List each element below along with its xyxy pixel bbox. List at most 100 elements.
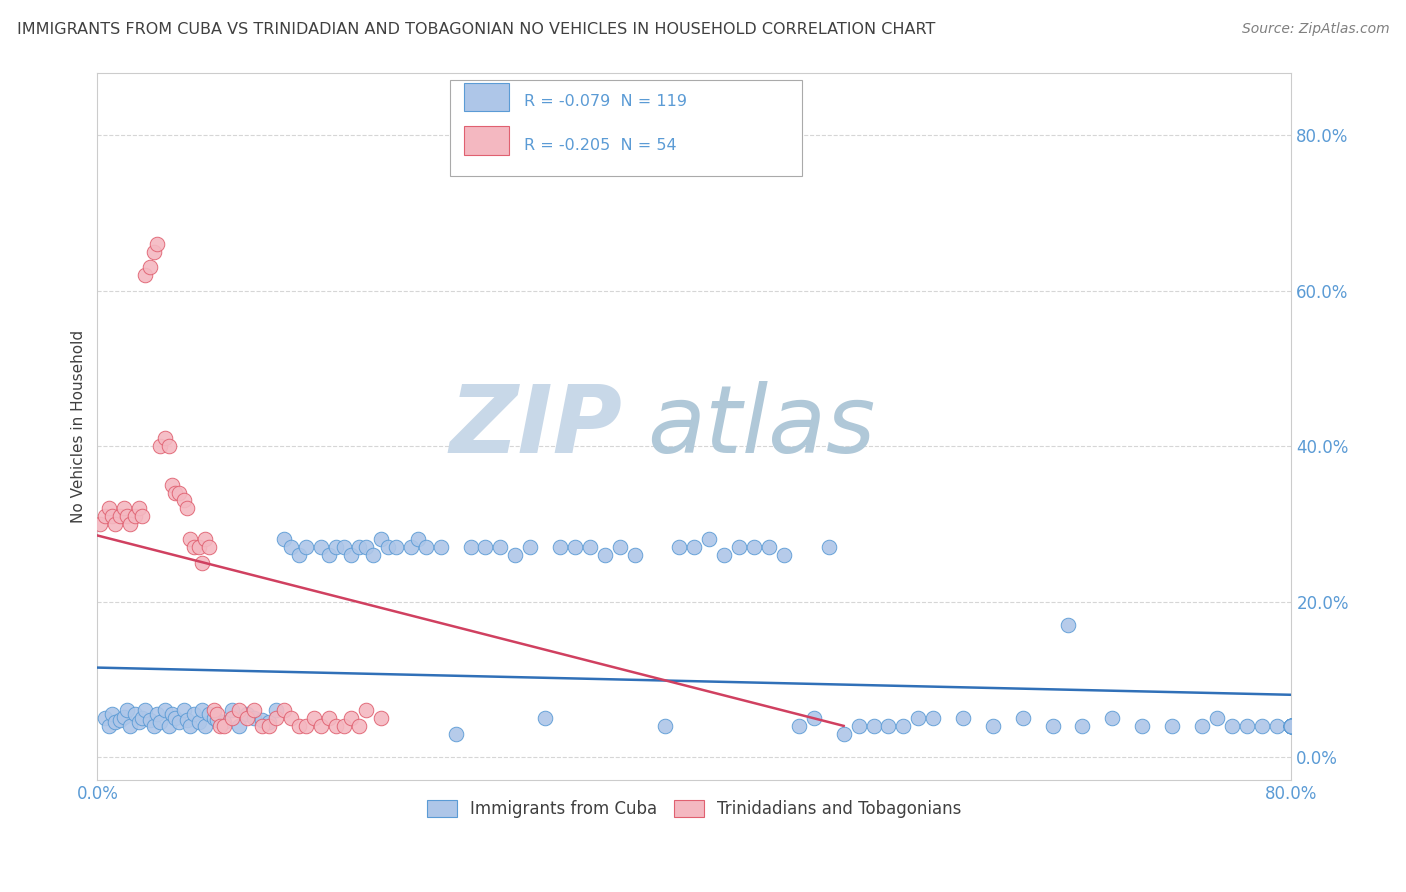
Point [191,703,214,717]
Point [235,707,257,722]
Point [332,540,354,554]
Point [773,548,796,562]
Point [198,707,221,722]
Point [325,540,347,554]
Point [179,719,201,733]
Point [194,533,217,547]
Point [169,485,191,500]
FancyBboxPatch shape [450,80,801,176]
Point [208,719,231,733]
Point [108,509,131,524]
Point [1281,719,1303,733]
Point [713,548,735,562]
Point [503,548,526,562]
Point [340,548,363,562]
Point [104,516,127,531]
Point [173,703,195,717]
Point [243,703,266,717]
Point [280,540,302,554]
Point [1220,719,1243,733]
Point [94,509,117,524]
Point [89,516,111,531]
Point [429,540,451,554]
Point [112,709,135,723]
Point [173,493,195,508]
Point [101,509,124,524]
Point [474,540,496,554]
Point [163,485,186,500]
Point [309,540,332,554]
Point [1281,719,1303,733]
Point [668,540,690,554]
Point [347,719,370,733]
Point [893,719,915,733]
Point [1281,719,1303,733]
Point [115,703,138,717]
Point [243,711,266,725]
Point [143,244,166,259]
Point [981,719,1004,733]
Point [1042,719,1064,733]
Point [817,540,839,554]
Point [609,540,631,554]
Point [728,540,751,554]
Point [108,713,131,727]
Point [1281,719,1303,733]
Point [332,719,354,733]
Point [370,533,392,547]
Bar [464,83,509,112]
Point [1281,719,1303,733]
Point [228,719,250,733]
Point [176,501,198,516]
Point [363,548,385,562]
Point [115,509,138,524]
Point [922,711,945,725]
Point [191,556,214,570]
Point [266,711,288,725]
Point [131,711,153,725]
Point [803,711,825,725]
Point [654,719,676,733]
Point [288,719,311,733]
Point [149,714,172,729]
Point [138,260,160,275]
Point [1281,719,1303,733]
Point [534,711,557,725]
Point [146,707,169,722]
Point [347,540,370,554]
Text: IMMIGRANTS FROM CUBA VS TRINIDADIAN AND TOBAGONIAN NO VEHICLES IN HOUSEHOLD CORR: IMMIGRANTS FROM CUBA VS TRINIDADIAN AND … [17,22,935,37]
Point [848,719,870,733]
Text: R = -0.205  N = 54: R = -0.205 N = 54 [523,137,676,153]
Point [444,726,467,740]
Point [212,719,235,733]
Point [134,268,156,282]
Point [354,540,377,554]
Point [1130,719,1153,733]
Point [699,533,721,547]
Point [163,711,186,725]
Point [564,540,586,554]
Point [153,431,176,445]
Point [120,719,142,733]
Point [101,707,124,722]
Point [228,703,250,717]
Point [183,707,205,722]
Point [124,707,146,722]
Point [370,711,392,725]
Y-axis label: No Vehicles in Household: No Vehicles in Household [72,330,86,524]
Point [266,703,288,717]
Legend: Immigrants from Cuba, Trinidadians and Tobagonians: Immigrants from Cuba, Trinidadians and T… [420,794,969,825]
Point [179,533,201,547]
Point [1281,719,1303,733]
Point [1281,719,1303,733]
Point [907,711,929,725]
Point [160,707,183,722]
Text: R = -0.079  N = 119: R = -0.079 N = 119 [523,95,686,109]
Point [202,703,225,717]
Point [128,714,150,729]
Point [460,540,482,554]
Point [280,711,302,725]
Point [489,540,512,554]
Point [183,540,205,554]
Point [153,703,176,717]
